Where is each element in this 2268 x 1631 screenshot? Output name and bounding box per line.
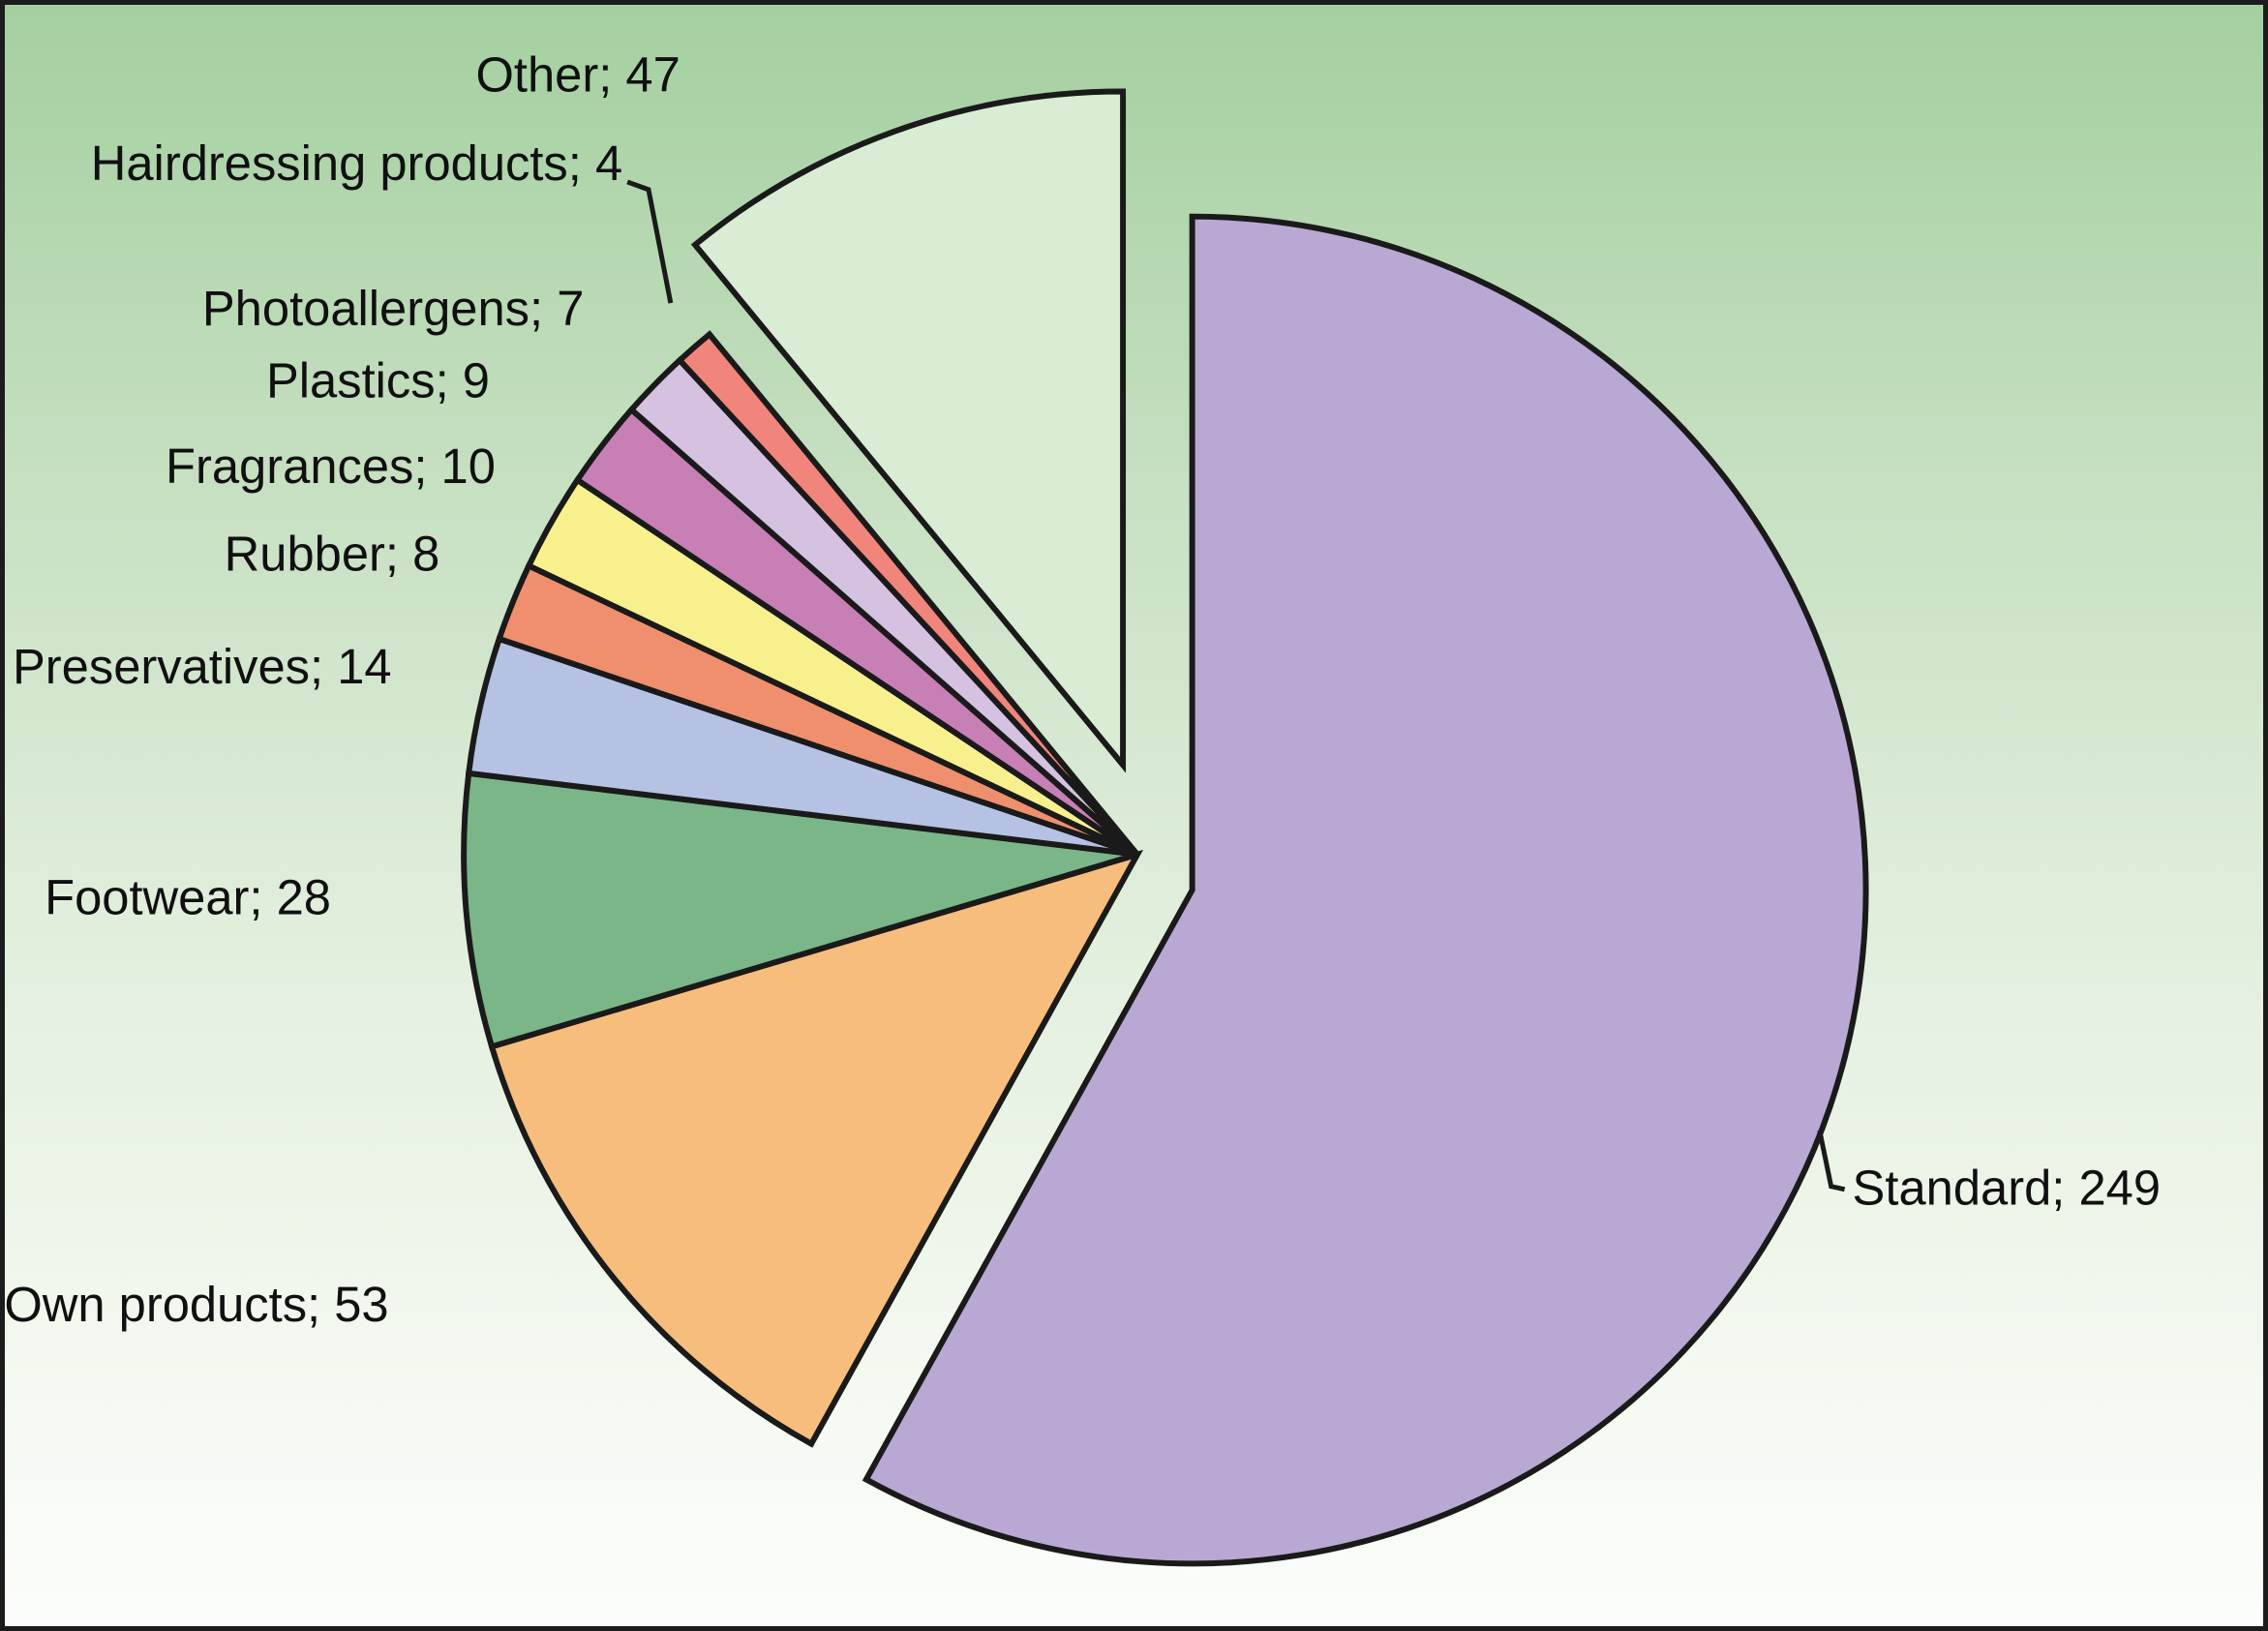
- leader-line-standard: [1817, 1130, 1846, 1193]
- pie-slice-hairdressing-products: [675, 330, 1140, 857]
- slice-label-standard: Standard; 249: [1853, 1161, 2161, 1216]
- pie-slice-standard: [862, 213, 1869, 1567]
- slice-label-footwear: Footwear; 28: [45, 869, 331, 924]
- pie-chart: Standard; 249 Own products; 53 Footwear; 2…: [5, 46, 2161, 1567]
- slice-label-preservatives: Preservatives; 14: [13, 639, 392, 694]
- pie-slice-own-products: [488, 849, 1144, 1448]
- slice-label-hairdressing-products: Hairdressing products; 4: [91, 136, 622, 191]
- leader-line-hairdressing-products: [626, 179, 674, 304]
- slice-label-fragrances: Fragrances; 10: [166, 438, 496, 494]
- slice-label-plastics: Plastics; 9: [266, 353, 490, 408]
- pie-slice-other: [690, 88, 1127, 773]
- slice-label-rubber: Rubber; 8: [225, 527, 440, 582]
- slice-label-other: Other; 47: [475, 46, 680, 102]
- pie-slice-footwear: [461, 770, 1138, 1050]
- slice-label-photoallergens: Photoallergens; 7: [202, 281, 585, 336]
- slice-label-own-products: Own products; 53: [5, 1277, 389, 1332]
